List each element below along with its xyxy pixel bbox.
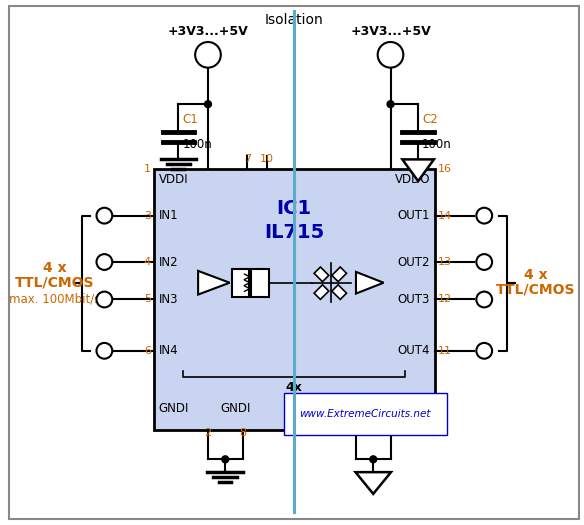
Bar (314, 267, 329, 282)
Polygon shape (402, 160, 434, 181)
Bar (332, 285, 346, 299)
Text: GNDO: GNDO (332, 402, 368, 415)
Text: IN2: IN2 (159, 256, 178, 268)
Text: OUT2: OUT2 (398, 256, 430, 268)
Text: IC1: IC1 (277, 199, 312, 218)
Text: 15: 15 (423, 428, 437, 438)
Text: OUT3: OUT3 (398, 293, 430, 306)
Text: 9: 9 (387, 428, 394, 438)
Text: C1: C1 (182, 113, 198, 127)
Text: max. 100Mbit/s: max. 100Mbit/s (9, 293, 101, 306)
Text: +3V3...+5V: +3V3...+5V (168, 25, 248, 38)
Text: 4 x: 4 x (43, 261, 67, 275)
Text: www.ExtremeCircuits.net: www.ExtremeCircuits.net (300, 409, 431, 419)
Text: 4: 4 (144, 257, 151, 267)
Circle shape (96, 291, 112, 308)
Text: 100n: 100n (182, 138, 212, 151)
Text: C2: C2 (422, 113, 438, 127)
Text: OUT4: OUT4 (398, 344, 430, 358)
Text: VDDI: VDDI (159, 173, 188, 186)
Circle shape (370, 456, 377, 463)
Text: 5: 5 (144, 295, 151, 304)
Bar (154, 169, 435, 430)
Text: 2: 2 (204, 428, 211, 438)
Text: 10: 10 (260, 154, 274, 164)
Text: IL715: IL715 (264, 223, 325, 242)
Polygon shape (356, 272, 384, 293)
Polygon shape (198, 271, 230, 295)
Text: IN4: IN4 (159, 344, 178, 358)
Text: 6: 6 (144, 346, 151, 356)
Text: 12: 12 (438, 295, 452, 304)
Circle shape (204, 101, 211, 108)
Text: TTL/CMOS: TTL/CMOS (15, 276, 95, 290)
Text: GNDI: GNDI (221, 402, 251, 415)
Text: 4 x: 4 x (524, 268, 547, 282)
Circle shape (195, 42, 221, 68)
Bar (232, 269, 249, 297)
Text: +3V3...+5V: +3V3...+5V (350, 25, 431, 38)
Bar (314, 285, 329, 299)
Text: 16: 16 (438, 164, 452, 174)
Circle shape (477, 208, 492, 224)
Circle shape (387, 101, 394, 108)
Text: 100n: 100n (422, 138, 452, 151)
Text: OUT1: OUT1 (398, 209, 430, 222)
Circle shape (96, 254, 112, 270)
Text: +: + (201, 46, 215, 64)
Text: VDDO: VDDO (394, 173, 430, 186)
Text: GNDI: GNDI (159, 402, 189, 415)
Text: 8: 8 (239, 428, 246, 438)
Text: IN3: IN3 (159, 293, 178, 306)
Text: 11: 11 (438, 346, 452, 356)
Bar (251, 269, 269, 297)
Text: +: + (384, 46, 398, 64)
Circle shape (96, 343, 112, 359)
Text: 14: 14 (438, 211, 452, 220)
Circle shape (477, 291, 492, 308)
Text: GNDO: GNDO (394, 402, 430, 415)
Text: IN1: IN1 (159, 209, 178, 222)
Text: Isolation: Isolation (265, 13, 323, 27)
Circle shape (96, 208, 112, 224)
Text: 3: 3 (144, 211, 151, 220)
Text: TTL/CMOS: TTL/CMOS (496, 282, 575, 297)
Circle shape (222, 456, 229, 463)
Circle shape (477, 343, 492, 359)
Text: 1: 1 (144, 164, 151, 174)
Circle shape (477, 254, 492, 270)
Bar (332, 267, 346, 282)
Text: 7: 7 (244, 154, 251, 164)
Circle shape (378, 42, 404, 68)
Polygon shape (356, 472, 391, 494)
Text: 13: 13 (438, 257, 452, 267)
Text: 4x: 4x (286, 381, 303, 394)
